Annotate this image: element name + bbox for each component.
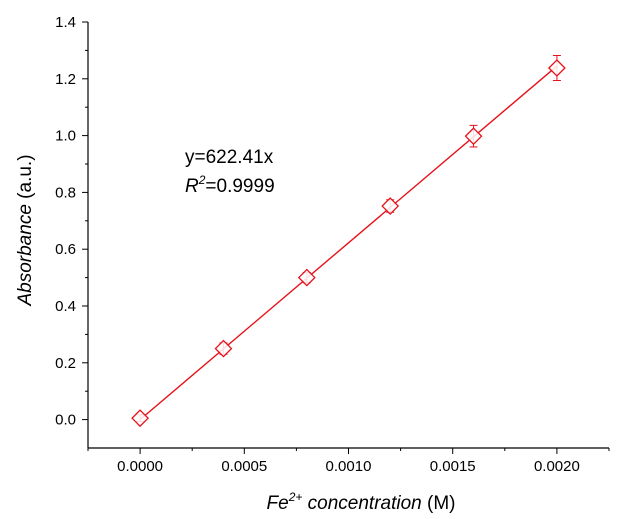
- data-points: [131, 55, 566, 428]
- y-tick-label: 0.4: [55, 298, 76, 315]
- data-point: [297, 268, 316, 287]
- data-point: [547, 55, 566, 82]
- diamond-marker: [547, 59, 566, 77]
- axes: [87, 22, 609, 449]
- data-point: [381, 197, 400, 215]
- ticks: 0.0 0.2 0.4 0.6 0.8 1.0 1.2 1.4 0.0000 0.0005 0.00…: [55, 14, 610, 475]
- y-tick-label: 0.0: [55, 412, 76, 429]
- y-tick-label: 0.2: [55, 355, 76, 372]
- diamond-marker: [381, 197, 400, 215]
- y-tick-label: 1.2: [55, 71, 76, 88]
- data-point: [214, 339, 233, 358]
- y-tick-label: 1.4: [55, 14, 76, 31]
- x-axis-title: Fe2+ concentration (M): [267, 490, 456, 514]
- y-tick-label: 0.6: [55, 241, 76, 258]
- x-tick-label: 0.0000: [117, 458, 163, 475]
- y-tick-label: 0.8: [55, 184, 76, 201]
- fit-line-group: [139, 65, 558, 421]
- diamond-marker: [131, 409, 150, 428]
- fit-equation: y=622.41x: [185, 147, 274, 168]
- y-axis-title: Absorbance (a.u.): [15, 154, 36, 306]
- data-point: [464, 124, 483, 148]
- x-tick-label: 0.0010: [326, 458, 372, 475]
- x-tick-label: 0.0015: [430, 458, 476, 475]
- x-tick-label: 0.0020: [534, 458, 580, 475]
- data-point: [131, 409, 150, 428]
- diamond-marker: [297, 268, 316, 287]
- diamond-marker: [214, 339, 233, 358]
- y-tick-label: 1.0: [55, 128, 76, 145]
- x-tick-label: 0.0005: [221, 458, 267, 475]
- fit-line: [139, 65, 558, 421]
- r-squared: R2=0.9999: [185, 173, 275, 197]
- diamond-marker: [464, 127, 483, 146]
